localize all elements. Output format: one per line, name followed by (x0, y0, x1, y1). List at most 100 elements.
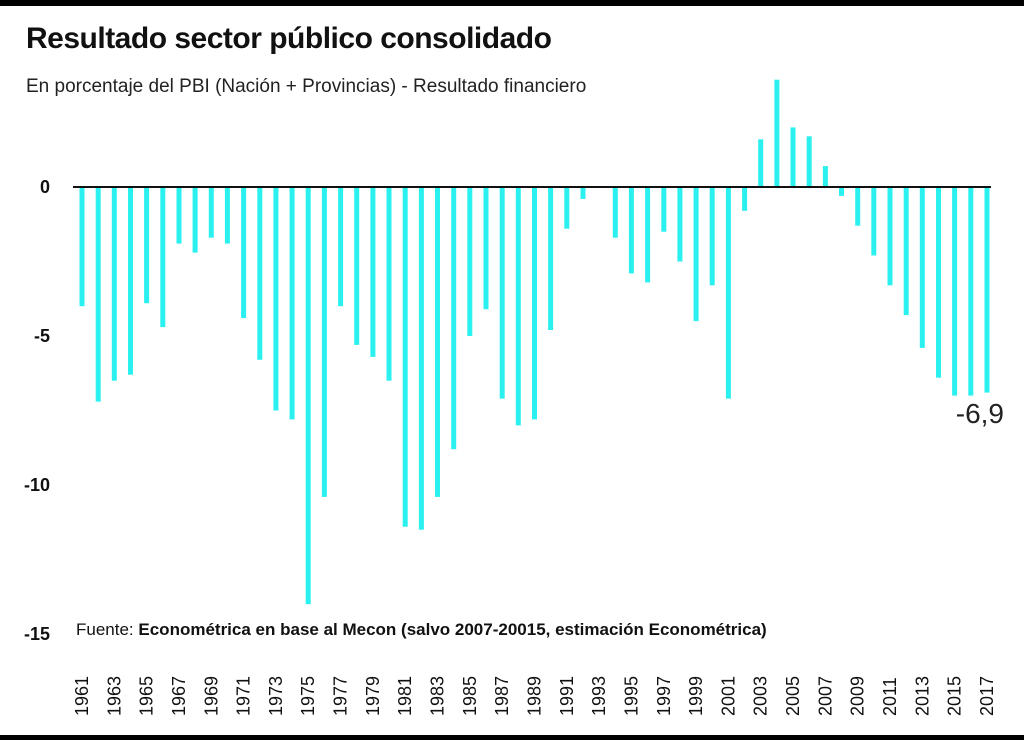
bar-1988 (515, 187, 521, 426)
bar-1982 (418, 187, 424, 530)
bar-1984 (451, 187, 457, 450)
bar-2017 (984, 187, 990, 393)
chart-subtitle: En porcentaje del PBI (Nación + Provinci… (26, 76, 587, 97)
x-tick-label: 2011 (880, 677, 900, 716)
x-tick-label: 1993 (589, 676, 609, 716)
bar-1972 (257, 187, 263, 360)
bar-2007 (822, 166, 828, 187)
x-tick-label: 2015 (945, 676, 965, 716)
bar-1975 (305, 187, 311, 605)
bar-1989 (532, 187, 537, 420)
bar-2003 (758, 139, 764, 187)
source-text: Econométrica en base al Mecon (salvo 200… (138, 620, 767, 639)
bar-1970 (224, 187, 230, 244)
bar-1962 (95, 187, 101, 402)
bar-1998 (677, 187, 683, 262)
bar-1964 (128, 187, 133, 375)
x-tick-label: 1985 (460, 676, 480, 716)
x-tick-label: 1979 (363, 676, 383, 716)
bar-1994 (612, 187, 618, 238)
bar-1996 (645, 187, 651, 283)
source-label: Fuente: (76, 620, 134, 639)
bar-2008 (839, 187, 844, 196)
bar-1965 (144, 187, 150, 304)
source-note: Fuente: Econométrica en base al Mecon (s… (76, 620, 767, 640)
x-tick-label: 2003 (751, 676, 771, 716)
x-tick-label: 2009 (848, 676, 868, 716)
x-tick-label: 1965 (137, 676, 157, 716)
x-tick-label: 2013 (912, 676, 932, 716)
x-axis-ticks: 1961 1963 1965 1967 1969 1971 1973 1975 1977 1979… (72, 676, 997, 716)
x-tick-label: 1989 (525, 676, 545, 716)
x-tick-label: 1981 (395, 676, 415, 716)
x-tick-label: 1967 (169, 676, 189, 716)
bar-1985 (467, 187, 473, 336)
bar-1986 (483, 187, 489, 310)
bar-1991 (564, 187, 570, 229)
bar-1978 (354, 187, 360, 345)
x-tick-label: 1991 (557, 676, 577, 716)
bar-2011 (887, 187, 893, 286)
bar-1999 (693, 187, 699, 322)
bar-1981 (402, 187, 408, 527)
bar-1976 (321, 187, 327, 497)
bar-1990 (548, 187, 554, 330)
x-tick-label: 1995 (621, 676, 641, 716)
x-tick-label: 2007 (815, 676, 835, 716)
bar-1968 (192, 187, 198, 253)
chart-title: Resultado sector público consolidado (26, 22, 552, 55)
bar-1963 (111, 187, 117, 381)
bar-1980 (386, 187, 392, 381)
bar-2004 (774, 79, 780, 187)
x-tick-label: 1969 (201, 676, 221, 716)
bottom-rule (0, 735, 1024, 740)
bar-1971 (241, 187, 247, 319)
x-tick-label: 2005 (783, 676, 803, 716)
bar-1969 (208, 187, 214, 238)
bar-2009 (855, 187, 861, 226)
y-axis-ticks: 0 -5 -10 -15 (24, 177, 50, 644)
x-tick-label: 1999 (686, 676, 706, 716)
x-tick-label: 1973 (266, 676, 286, 716)
x-tick-label: 1971 (234, 676, 254, 716)
bar-2012 (903, 187, 909, 316)
x-tick-label: 1983 (428, 676, 448, 716)
y-tick-label: -5 (34, 326, 50, 346)
bar-1992 (580, 187, 586, 199)
bar-2000 (709, 187, 715, 286)
x-tick-label: 2017 (977, 676, 997, 716)
bar-2013 (919, 187, 925, 348)
bar-2010 (871, 187, 877, 256)
y-tick-label: -15 (24, 624, 50, 644)
bar-1967 (176, 187, 182, 244)
bar-2016 (968, 187, 974, 396)
x-tick-label: 1987 (492, 676, 512, 716)
bar-1979 (370, 187, 376, 357)
bar-1974 (289, 187, 295, 420)
bar-1997 (661, 187, 667, 232)
bar-2005 (790, 127, 796, 187)
x-tick-label: 1961 (72, 676, 92, 716)
bar-2006 (806, 136, 812, 187)
bar-1983 (435, 187, 440, 497)
annotations-group: -6,9 (956, 398, 1004, 429)
bar-2015 (952, 187, 958, 396)
x-tick-label: 1997 (654, 676, 674, 716)
bar-2002 (742, 187, 748, 211)
bar-1995 (628, 187, 634, 274)
bar-1973 (273, 187, 279, 411)
bar-2014 (936, 187, 941, 378)
value-annotation: -6,9 (956, 398, 1004, 429)
x-tick-label: 1977 (331, 676, 351, 716)
x-tick-label: 2001 (718, 676, 738, 716)
bar-2001 (725, 187, 731, 399)
bar-1961 (79, 187, 85, 307)
y-tick-label: -10 (24, 475, 50, 495)
bars-group (79, 79, 990, 605)
bar-1987 (499, 187, 505, 399)
bar-1966 (160, 187, 166, 328)
top-rule (0, 0, 1024, 6)
x-tick-label: 1975 (298, 676, 318, 716)
y-tick-label: 0 (40, 177, 50, 197)
